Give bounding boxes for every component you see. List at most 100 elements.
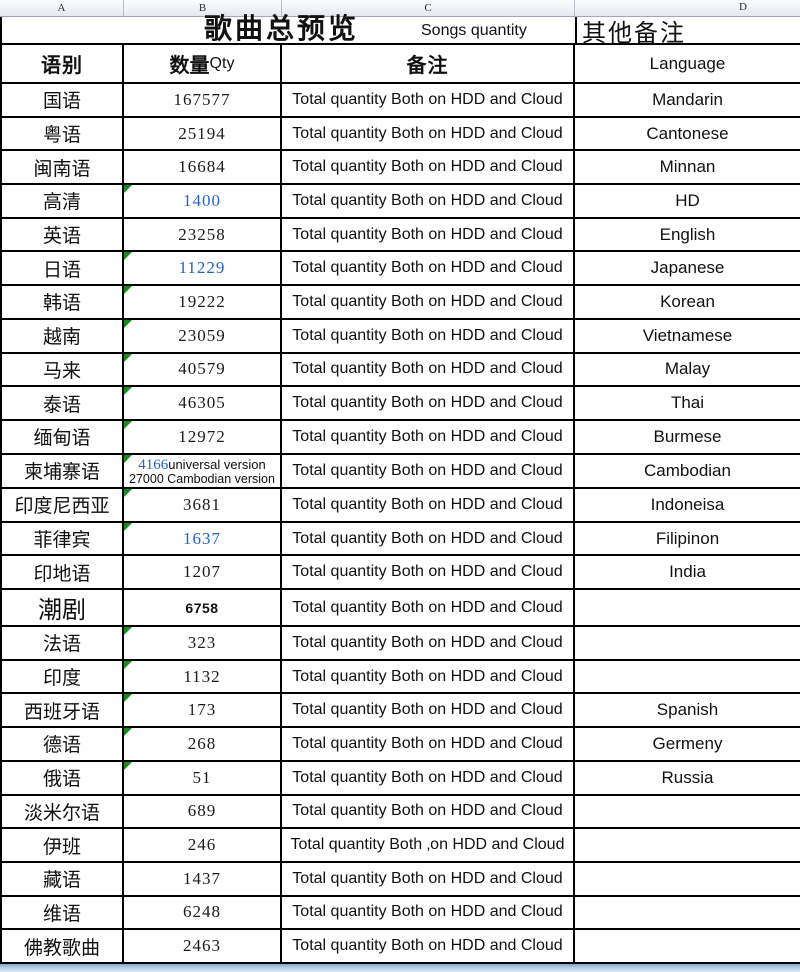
language-cn-cell[interactable]: 西班牙语 [0,694,124,727]
quantity-cell[interactable]: 40579 [124,353,282,386]
language-en-cell[interactable]: Burmese [575,421,800,453]
note-cell[interactable]: Total quantity Both on HDD and Cloud [282,556,575,589]
language-en-cell[interactable] [575,796,800,828]
language-cn-cell[interactable]: 英语 [0,218,124,251]
quantity-cell[interactable]: 16684 [124,151,282,184]
language-cn-cell[interactable]: 俄语 [0,761,124,794]
language-en-cell[interactable] [575,590,800,625]
language-en-cell[interactable]: Cantonese [575,118,800,150]
quantity-cell[interactable]: 51 [124,761,282,794]
quantity-cell[interactable]: 1132 [124,660,282,693]
note-cell[interactable]: Total quantity Both on HDD and Cloud [282,252,575,285]
note-cell[interactable]: Total quantity Both ‚on HDD and Cloud [282,829,575,861]
language-cn-cell[interactable]: 菲律宾 [0,522,124,555]
language-en-cell[interactable]: Indoneisa [575,489,800,521]
quantity-cell[interactable]: 12972 [124,420,282,453]
language-en-cell[interactable]: Cambodian [575,455,800,487]
column-header-a[interactable]: A [0,0,124,16]
note-cell[interactable]: Total quantity Both on HDD and Cloud [282,627,575,659]
language-cn-cell[interactable]: 淡米尔语 [0,795,124,828]
note-cell[interactable]: Total quantity Both on HDD and Cloud [282,387,575,419]
language-cn-cell[interactable]: 佛教歌曲 [0,930,124,962]
note-cell[interactable]: Total quantity Both on HDD and Cloud [282,319,575,352]
language-en-cell[interactable]: Spanish [575,694,800,726]
header-cell-language-cn[interactable]: 语别 [0,45,124,82]
note-cell[interactable]: Total quantity Both on HDD and Cloud [282,489,575,521]
column-header-d[interactable]: D [575,0,800,16]
quantity-cell[interactable]: 246 [124,829,282,861]
quantity-cell[interactable]: 19222 [124,286,282,318]
quantity-cell[interactable]: 4166universal version 27000 Cambodian ver… [124,454,282,487]
quantity-cell[interactable]: 173 [124,694,282,727]
language-en-cell[interactable] [575,863,800,895]
note-cell[interactable]: Total quantity Both on HDD and Cloud [282,522,575,555]
note-cell[interactable]: Total quantity Both on HDD and Cloud [282,218,575,251]
quantity-cell[interactable]: 3681 [124,489,282,521]
quantity-cell[interactable]: 1207 [124,556,282,589]
language-en-cell[interactable] [575,930,800,962]
note-cell[interactable]: Total quantity Both on HDD and Cloud [282,930,575,962]
quantity-cell[interactable]: 268 [124,728,282,760]
language-cn-cell[interactable]: 越南 [0,319,124,352]
language-en-cell[interactable]: Malay [575,354,800,386]
language-cn-cell[interactable]: 日语 [0,252,124,285]
note-cell[interactable]: Total quantity Both on HDD and Cloud [282,151,575,184]
language-en-cell[interactable]: Filipinon [575,523,800,555]
quantity-cell[interactable]: 2463 [124,930,282,962]
note-cell[interactable]: Total quantity Both on HDD and Cloud [282,896,575,929]
quantity-cell[interactable]: 689 [124,795,282,828]
quantity-cell[interactable]: 1400 [124,185,282,217]
column-header-b[interactable]: B [124,0,282,16]
quantity-cell[interactable]: 1637 [124,522,282,555]
title-merged-cell[interactable]: 歌曲总预览 Songs quantity [0,15,575,43]
language-en-cell[interactable]: Mandarin [575,84,800,116]
note-cell[interactable]: Total quantity Both on HDD and Cloud [282,84,575,116]
language-en-cell[interactable] [575,897,800,929]
language-cn-cell[interactable]: 国语 [0,84,124,116]
note-cell[interactable]: Total quantity Both on HDD and Cloud [282,761,575,794]
language-en-cell[interactable]: Vietnamese [575,320,800,352]
language-cn-cell[interactable]: 潮剧 [0,590,124,626]
note-cell[interactable]: Total quantity Both on HDD and Cloud [282,185,575,217]
language-en-cell[interactable]: Russia [575,762,800,794]
language-cn-cell[interactable]: 粤语 [0,117,124,150]
language-cn-cell[interactable]: 高清 [0,185,124,217]
language-en-cell[interactable]: Japanese [575,252,800,284]
language-en-cell[interactable]: India [575,556,800,588]
quantity-cell[interactable]: 1437 [124,862,282,895]
other-notes-cell[interactable]: 其他备注 [575,17,800,47]
note-cell[interactable]: Total quantity Both on HDD and Cloud [282,862,575,895]
quantity-cell[interactable]: 23059 [124,319,282,352]
note-cell[interactable]: Total quantity Both on HDD and Cloud [282,420,575,453]
quantity-cell[interactable]: 46305 [124,387,282,419]
language-cn-cell[interactable]: 印度尼西亚 [0,489,124,521]
language-cn-cell[interactable]: 闽南语 [0,151,124,184]
language-en-cell[interactable] [575,661,800,693]
note-cell[interactable]: Total quantity Both on HDD and Cloud [282,795,575,828]
language-en-cell[interactable]: HD [575,185,800,217]
note-cell[interactable]: Total quantity Both on HDD and Cloud [282,117,575,150]
quantity-cell[interactable]: 11229 [124,252,282,285]
note-cell[interactable]: Total quantity Both on HDD and Cloud [282,454,575,487]
quantity-cell[interactable]: 167577 [124,84,282,116]
language-en-cell[interactable] [575,829,800,861]
note-cell[interactable]: Total quantity Both on HDD and Cloud [282,590,575,626]
language-en-cell[interactable]: English [575,219,800,251]
note-cell[interactable]: Total quantity Both on HDD and Cloud [282,660,575,693]
quantity-cell[interactable]: 6248 [124,896,282,929]
header-cell-note[interactable]: 备注 [282,45,575,82]
language-cn-cell[interactable]: 柬埔寨语 [0,454,124,487]
language-cn-cell[interactable]: 缅甸语 [0,420,124,453]
language-cn-cell[interactable]: 马来 [0,353,124,386]
language-cn-cell[interactable]: 印地语 [0,556,124,589]
quantity-cell[interactable]: 323 [124,627,282,659]
note-cell[interactable]: Total quantity Both on HDD and Cloud [282,694,575,727]
language-cn-cell[interactable]: 韩语 [0,286,124,318]
note-cell[interactable]: Total quantity Both on HDD and Cloud [282,353,575,386]
language-en-cell[interactable]: Korean [575,286,800,318]
quantity-cell[interactable]: 23258 [124,218,282,251]
language-cn-cell[interactable]: 维语 [0,896,124,929]
header-cell-quantity[interactable]: 数量 Qty [124,45,282,82]
language-cn-cell[interactable]: 法语 [0,627,124,659]
note-cell[interactable]: Total quantity Both on HDD and Cloud [282,286,575,318]
